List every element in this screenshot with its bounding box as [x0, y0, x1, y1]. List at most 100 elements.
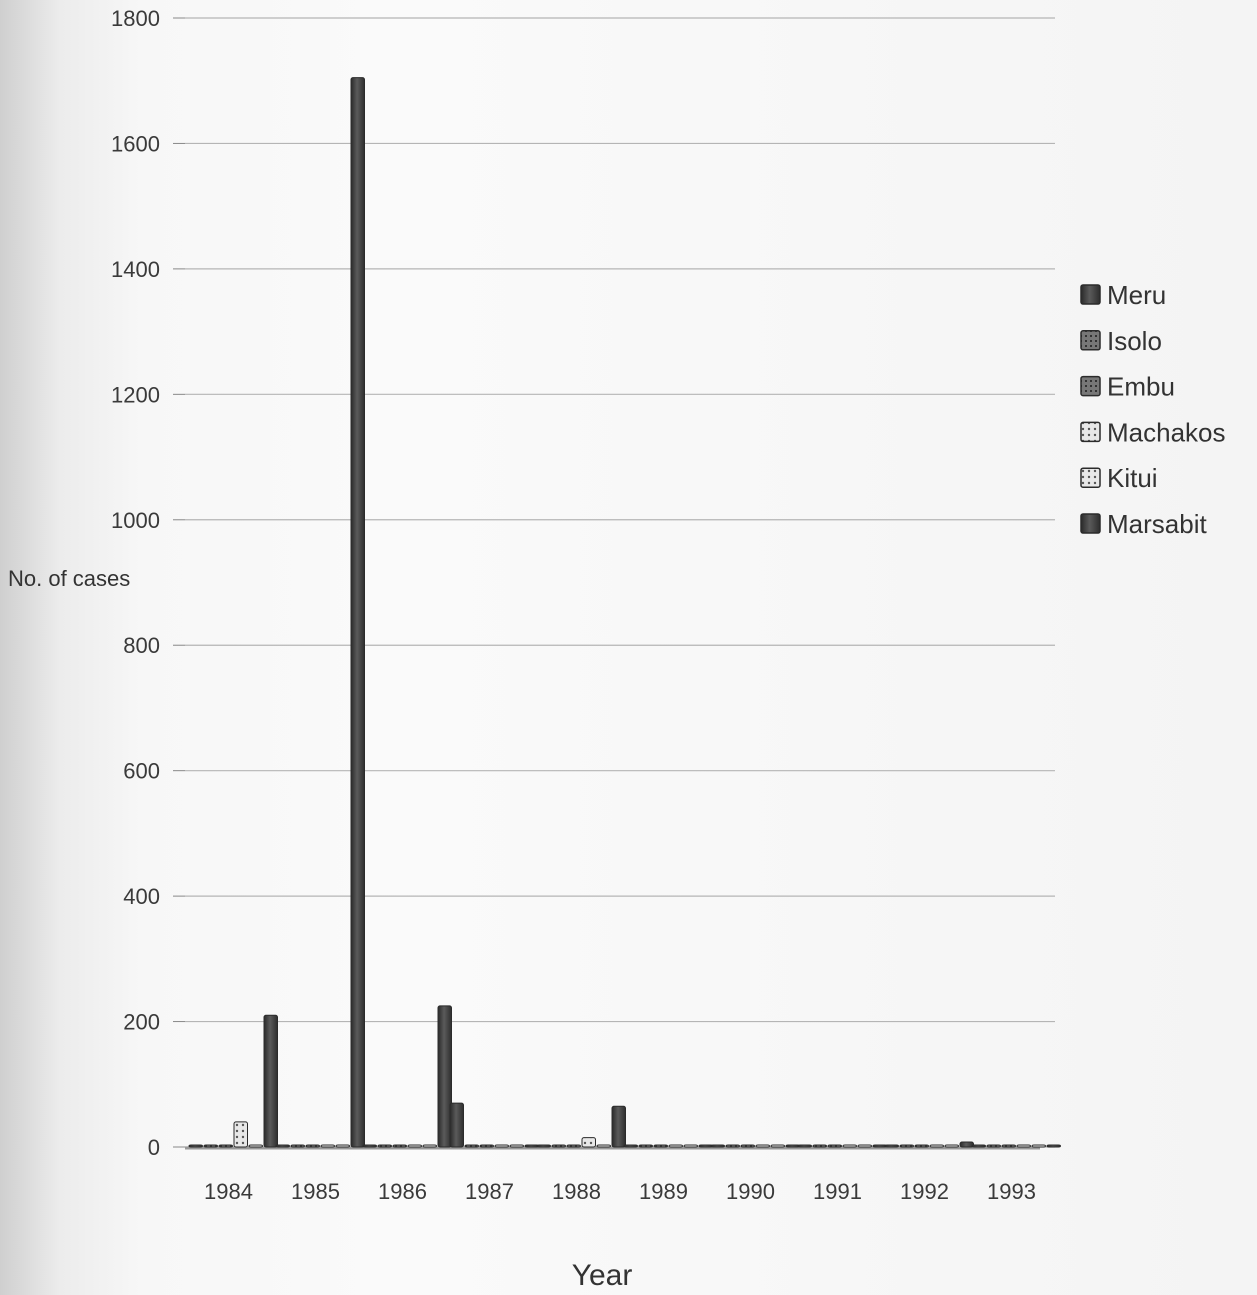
legend-label-kitui: Kitui — [1107, 463, 1158, 493]
bar-embu-1986 — [392, 1144, 407, 1148]
y-axis-ticks: 0 200 400 600 800 1000 1200 1400 1600 1800 — [111, 6, 185, 1160]
bar-embu-1990 — [740, 1144, 755, 1148]
bar-kitui-1990 — [770, 1144, 785, 1148]
legend: Meru Isolo Embu Machakos Kitui Marsabit — [1080, 280, 1226, 539]
legend-label-machakos: Machakos — [1107, 417, 1226, 447]
y-tick-label: 1000 — [111, 508, 160, 533]
bar-meru-1984 — [188, 1144, 203, 1148]
x-tick-label: 1993 — [987, 1179, 1036, 1204]
bar-meru-1993 — [971, 1144, 986, 1148]
y-tick-label: 800 — [123, 633, 160, 658]
legend-swatch-machakos — [1080, 421, 1101, 443]
x-tick-label: 1989 — [639, 1179, 688, 1204]
legend-label-isolo: Isolo — [1107, 326, 1162, 356]
bar-isolo-1993 — [986, 1144, 1001, 1148]
bar-marsabit-1986 — [437, 1005, 452, 1148]
bar-embu-1992 — [914, 1144, 929, 1148]
bar-machakos-1986 — [407, 1144, 422, 1148]
bar-isolo-1984 — [203, 1144, 218, 1148]
y-tick-label: 0 — [148, 1135, 160, 1160]
x-axis-ticks: 1984 1985 1986 1987 1988 1989 1990 1991 1992 1993 — [204, 1179, 1036, 1204]
x-tick-label: 1986 — [378, 1179, 427, 1204]
x-tick-label: 1987 — [465, 1179, 514, 1204]
x-tick-label: 1985 — [291, 1179, 340, 1204]
bar-machakos-1985 — [320, 1144, 335, 1148]
bar-marsabit-1990 — [785, 1144, 800, 1148]
bar-kitui-1991 — [857, 1144, 872, 1148]
bar-machakos-1993 — [1016, 1144, 1031, 1148]
bars — [188, 77, 1061, 1148]
bar-kitui-1984 — [248, 1144, 263, 1148]
bar-embu-1993 — [1001, 1144, 1016, 1148]
bar-embu-1988 — [566, 1144, 581, 1148]
bar-meru-1990 — [710, 1144, 725, 1148]
bar-marsabit-1993 — [1046, 1144, 1061, 1148]
bar-isolo-1988 — [551, 1144, 566, 1148]
bar-embu-1991 — [827, 1144, 842, 1148]
legend-label-marsabit: Marsabit — [1107, 509, 1207, 539]
bar-marsabit-1991 — [872, 1144, 887, 1148]
x-tick-label: 1992 — [900, 1179, 949, 1204]
bar-machakos-1987 — [494, 1144, 509, 1148]
legend-swatch-isolo — [1080, 330, 1101, 351]
bar-machakos-1988 — [581, 1137, 596, 1148]
legend-label-embu: Embu — [1107, 372, 1175, 402]
legend-label-meru: Meru — [1107, 280, 1166, 310]
bar-marsabit-1984 — [263, 1014, 278, 1148]
x-tick-label: 1984 — [204, 1179, 253, 1204]
x-tick-label: 1991 — [813, 1179, 862, 1204]
grid-lines — [185, 17, 1055, 1150]
bar-machakos-1990 — [755, 1144, 770, 1148]
bar-isolo-1992 — [899, 1144, 914, 1148]
bar-marsabit-1989 — [698, 1144, 713, 1148]
bar-machakos-1984 — [233, 1121, 248, 1148]
bar-kitui-1985 — [335, 1144, 350, 1148]
y-axis-title: No. of cases — [8, 566, 130, 591]
legend-swatch-meru — [1080, 284, 1101, 305]
bar-isolo-1986 — [377, 1144, 392, 1148]
legend-swatch-marsabit — [1080, 513, 1101, 534]
bar-kitui-1986 — [422, 1144, 437, 1148]
bar-isolo-1990 — [725, 1144, 740, 1148]
bar-embu-1989 — [653, 1144, 668, 1148]
x-axis-title: Year — [572, 1259, 633, 1292]
bar-meru-1991 — [797, 1144, 812, 1148]
bar-marsabit-1987 — [524, 1144, 539, 1148]
y-tick-label: 400 — [123, 884, 160, 909]
bar-kitui-1992 — [944, 1144, 959, 1148]
y-tick-label: 600 — [123, 759, 160, 784]
bar-marsabit-1992 — [959, 1141, 974, 1148]
bar-marsabit-1988 — [611, 1105, 626, 1148]
bar-kitui-1988 — [596, 1144, 611, 1148]
bar-machakos-1991 — [842, 1144, 857, 1148]
bar-embu-1984 — [218, 1144, 233, 1148]
bar-meru-1987 — [449, 1102, 464, 1148]
bar-kitui-1989 — [683, 1144, 698, 1148]
x-tick-label: 1990 — [726, 1179, 775, 1204]
bar-isolo-1991 — [812, 1144, 827, 1148]
legend-swatch-kitui — [1080, 467, 1101, 488]
legend-swatch-embu — [1080, 375, 1101, 397]
bar-meru-1989 — [623, 1144, 638, 1148]
bar-marsabit-1985 — [350, 77, 365, 1148]
bar-isolo-1989 — [638, 1144, 653, 1148]
y-tick-label: 200 — [123, 1010, 160, 1035]
bar-meru-1992 — [884, 1144, 899, 1148]
bar-meru-1986 — [362, 1144, 377, 1148]
x-tick-label: 1988 — [552, 1179, 601, 1204]
bar-kitui-1987 — [509, 1144, 524, 1148]
bar-meru-1985 — [275, 1144, 290, 1148]
y-tick-label: 1400 — [111, 257, 160, 282]
y-tick-label: 1800 — [111, 6, 160, 31]
y-tick-label: 1600 — [111, 131, 160, 156]
y-tick-label: 1200 — [111, 382, 160, 407]
bar-kitui-1993 — [1031, 1144, 1046, 1148]
bar-embu-1985 — [305, 1144, 320, 1148]
bar-embu-1987 — [479, 1144, 494, 1148]
bar-meru-1988 — [536, 1144, 551, 1148]
bar-machakos-1992 — [929, 1144, 944, 1148]
bar-isolo-1985 — [290, 1144, 305, 1148]
bar-isolo-1987 — [464, 1144, 479, 1148]
bar-machakos-1989 — [668, 1144, 683, 1148]
